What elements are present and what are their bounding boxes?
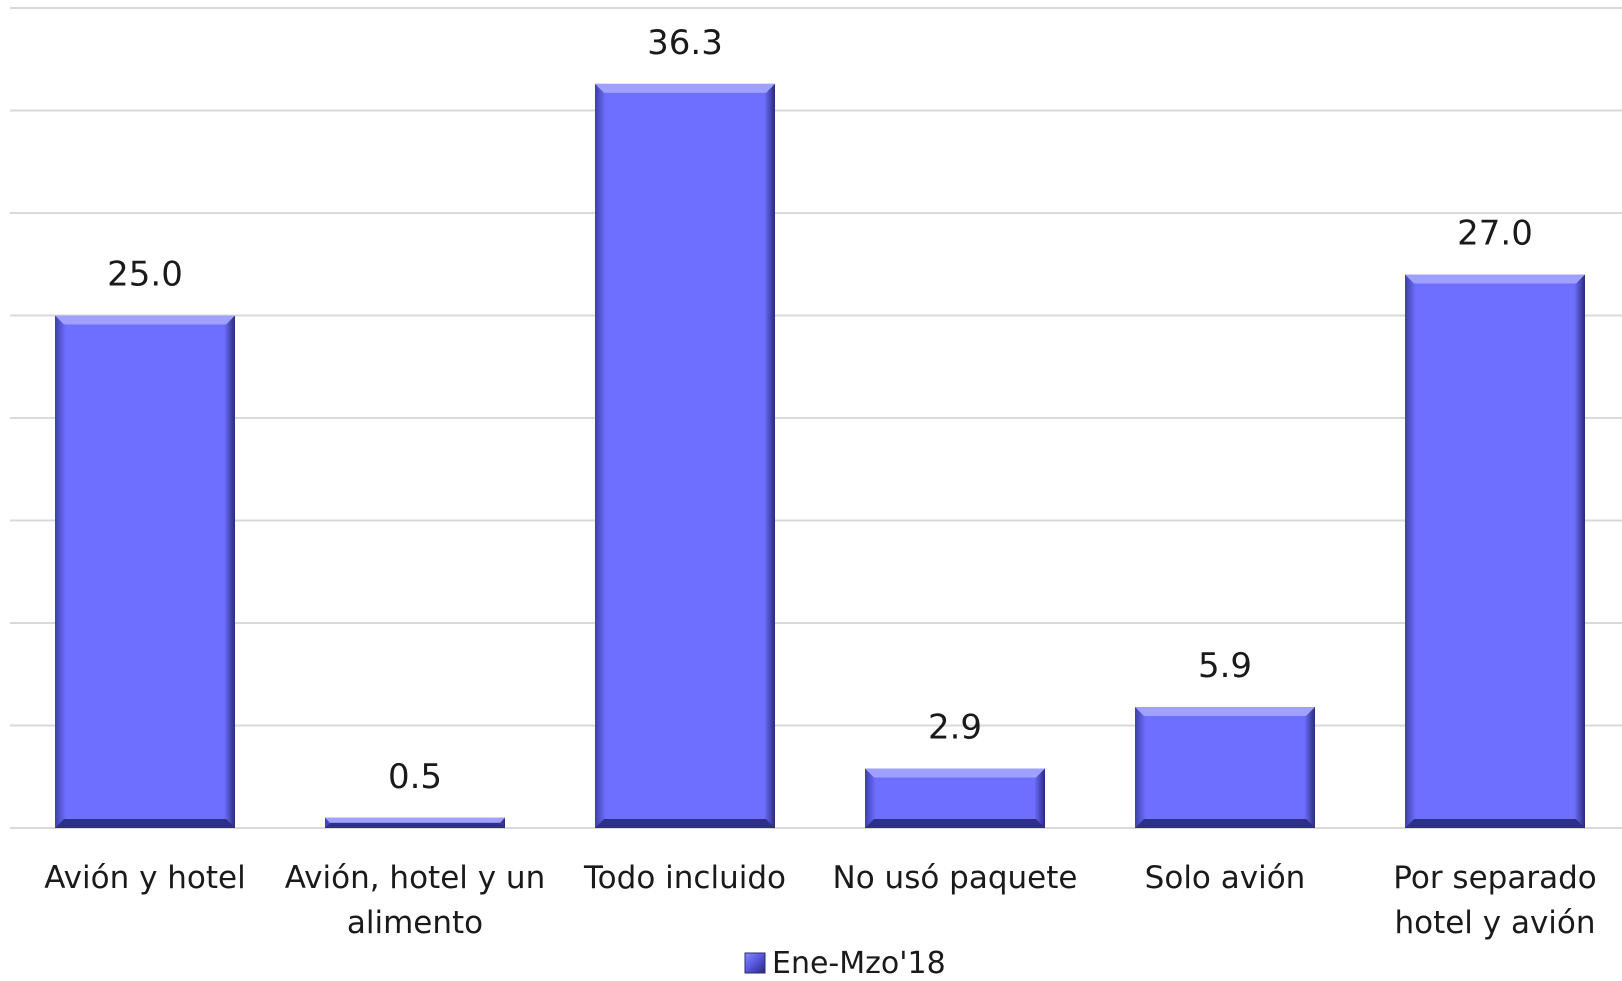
data-label: 36.3 (647, 23, 723, 63)
bar-body (1405, 274, 1585, 828)
bar (865, 768, 1045, 828)
bar-bevel-bottom (1405, 819, 1585, 828)
bar-bevel-bottom (55, 819, 235, 828)
category-label: Avión y hotel (44, 860, 245, 896)
bar (595, 83, 775, 829)
category-label: hotel y avión (1394, 905, 1595, 941)
data-labels: 25.0 0.5 36.3 2.9 5.9 27.0 (107, 23, 1533, 797)
category-label: No usó paquete (833, 860, 1078, 896)
legend-swatch (744, 952, 766, 974)
legend: Ene-Mzo'18 (744, 946, 946, 981)
bar (325, 817, 505, 828)
data-label: 0.5 (388, 757, 442, 797)
bar-bevel-top (325, 817, 505, 823)
category-label: Avión, hotel y un (285, 860, 545, 896)
data-label: 25.0 (107, 255, 183, 295)
bar-bevel-bottom (1135, 819, 1315, 828)
data-label: 2.9 (928, 708, 982, 748)
bar-bevel-bottom (595, 819, 775, 828)
category-label: alimento (347, 905, 483, 941)
category-labels: Avión y hotel Avión, hotel y un alimento To… (44, 860, 1596, 941)
category-label: Todo incluido (583, 860, 786, 896)
legend-label: Ene-Mzo'18 (772, 946, 946, 981)
bar (1405, 274, 1585, 828)
gridlines (10, 7, 1622, 829)
bar-bevel-top (595, 83, 775, 93)
bar-body (55, 315, 235, 828)
bar-bevel-top (1135, 707, 1315, 717)
bars (55, 83, 1585, 829)
bar-bevel-top (55, 315, 235, 325)
bar-bevel-bottom (865, 819, 1045, 828)
bar-body (865, 768, 1045, 828)
bar-body (595, 83, 775, 829)
bar (1135, 707, 1315, 828)
data-label: 5.9 (1198, 646, 1252, 686)
category-label: Por separado (1393, 860, 1596, 896)
data-label: 27.0 (1457, 214, 1533, 254)
bar (55, 315, 235, 828)
category-label: Solo avión (1145, 860, 1306, 896)
bar-body (1135, 707, 1315, 828)
bar-bevel-top (1405, 274, 1585, 284)
bar-bevel-top (865, 768, 1045, 778)
bar-bevel-bottom (325, 822, 505, 828)
